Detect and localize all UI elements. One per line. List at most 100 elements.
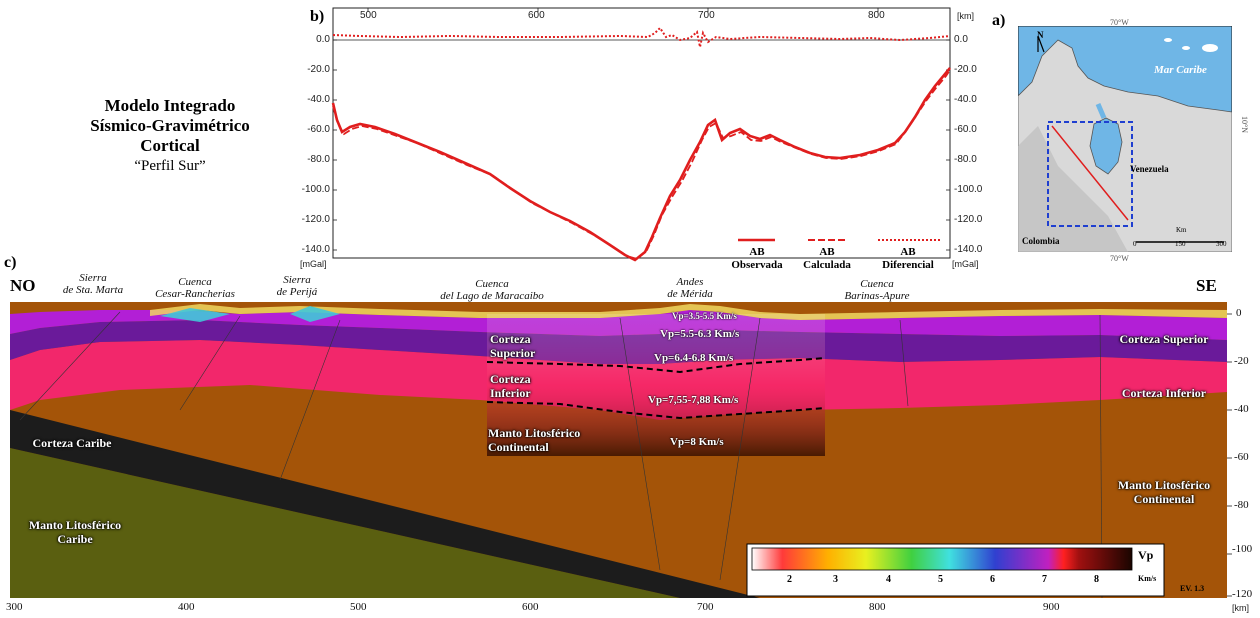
panel-label-c: c) <box>4 254 17 271</box>
place-l1: Sierra <box>79 272 107 284</box>
north-arrow-icon <box>1037 35 1045 53</box>
version-label: EV. 1.3 <box>1180 584 1205 593</box>
sediment-layer <box>150 304 1227 320</box>
depth-tick: -80 <box>1234 499 1249 511</box>
basin-cyan <box>290 306 340 322</box>
moho-dashed <box>486 357 826 374</box>
colorbar-tick: 3 <box>833 574 838 585</box>
grav-right-tick: -140.0 <box>954 244 983 255</box>
map-lon-bottom: 70°W <box>1110 254 1129 263</box>
basin-cyan <box>160 308 230 322</box>
section-x-tick: 500 <box>350 601 367 613</box>
place-sierra-sta-marta: Sierra de Sta. Marta <box>48 272 138 296</box>
label-l2: Continental <box>488 440 549 454</box>
title-block: Modelo Integrado Sísmico-Gravimétrico Co… <box>40 96 300 176</box>
grav-left-tick: 0.0 <box>316 34 330 45</box>
legend-differential-l2: Diferencial <box>882 259 934 271</box>
gravity-frame <box>332 7 951 259</box>
grav-top-unit: [km] <box>957 11 974 21</box>
title-line-2: Sísmico-Gravimétrico <box>90 116 250 135</box>
legend-observed: AB Observada <box>728 246 786 272</box>
vp-label-1: Vp=3.5-5.5 Km/s <box>672 311 737 321</box>
title-line-4: “Perfil Sur” <box>134 158 206 174</box>
place-l1: Cuenca <box>860 278 894 290</box>
grav-left-tick: -100.0 <box>301 184 330 195</box>
grav-right-tick: -60.0 <box>954 124 977 135</box>
map-island <box>1164 38 1172 42</box>
vp-label-5: Vp=8 Km/s <box>670 436 724 448</box>
legend-differential-l1: AB <box>900 246 916 258</box>
colorbar-tick: 5 <box>938 574 943 585</box>
legend-differential: AB Diferencial <box>876 246 940 272</box>
label-corteza-inferior-right: Corteza Inferior <box>1121 386 1207 400</box>
gravity-differential-curve <box>332 26 951 48</box>
place-l1: Cuenca <box>475 278 509 290</box>
place-l2: Barinas-Apure <box>844 290 910 302</box>
gravity-observed-curve <box>331 67 951 262</box>
legend-calculated-l2: Calculada <box>803 259 851 271</box>
location-map <box>1018 26 1232 252</box>
grav-right-unit: [mGal] <box>952 259 979 269</box>
section-x-tick: 900 <box>1043 601 1060 613</box>
map-scale-tick: 300 <box>1216 240 1227 248</box>
label-manto-continental-right: Manto Litosférico Continental <box>1104 478 1224 506</box>
legend-observed-l2: Observada <box>731 259 783 271</box>
panel-label-b: b) <box>310 8 325 25</box>
legend-observed-l1: AB <box>749 246 765 258</box>
vp-label-4: Vp=7,55-7,88 Km/s <box>648 394 739 406</box>
grav-right-tick: -120.0 <box>954 214 983 225</box>
map-profile-line <box>1051 125 1129 221</box>
map-scale-unit: Km <box>1176 226 1187 234</box>
moho-dashed <box>486 401 826 420</box>
section-x-tick: 400 <box>178 601 195 613</box>
map-north-label: N <box>1037 30 1044 40</box>
section-x-tick: 800 <box>869 601 886 613</box>
colorbar-title: Vp <box>1138 548 1154 562</box>
map-lake <box>1089 117 1123 175</box>
place-sierra-perija: Sierra de Perijá <box>262 274 332 298</box>
place-barinas-apure: Cuenca Barinas-Apure <box>822 278 932 302</box>
map-lon-top: 70°W <box>1110 18 1129 27</box>
label-corteza-superior-inset: Corteza Superior <box>490 332 550 360</box>
label-l2: Caribe <box>57 532 93 546</box>
colorbar <box>751 547 1133 571</box>
corner-se: SE <box>1196 276 1217 295</box>
label-l1: Manto Litosférico <box>28 518 122 532</box>
title-line-1: Modelo Integrado <box>104 96 236 115</box>
grav-right-tick: -20.0 <box>954 64 977 75</box>
depth-tick: -20 <box>1234 355 1249 367</box>
map-shade <box>1018 126 1128 252</box>
place-l2: del Lago de Maracaibo <box>440 290 544 302</box>
place-l1: Andes <box>676 276 704 288</box>
label-l1: Manto Litosférico <box>1117 478 1211 492</box>
colorbar-tick: 7 <box>1042 574 1047 585</box>
andes-inset <box>487 314 825 456</box>
place-l2: de Sta. Marta <box>62 284 124 296</box>
map-strait <box>1095 103 1107 119</box>
label-l1: Manto Litosférico <box>488 426 581 440</box>
label-manto-inset: Manto Litosférico Continental <box>488 426 618 454</box>
gravity-calculated-curve <box>332 69 951 261</box>
label-manto-caribe: Manto Litosférico Caribe <box>10 518 140 546</box>
map-venezuela-label: Venezuela <box>1130 164 1169 174</box>
place-l2: Cesar-Rancherias <box>155 288 235 300</box>
vp-label-2: Vp=5.5-6.3 Km/s <box>660 328 740 340</box>
grav-right-tick: -80.0 <box>954 154 977 165</box>
map-colombia-label: Colombia <box>1022 236 1060 246</box>
depth-tick: 0 <box>1236 307 1242 319</box>
label-l1: Corteza <box>490 332 531 346</box>
grav-left-tick: -80.0 <box>307 154 330 165</box>
colorbar-tick: 8 <box>1094 574 1099 585</box>
section-x-unit: [km] <box>1232 603 1249 613</box>
colorbar-unit: Km/s <box>1138 574 1157 583</box>
grav-top-tick: 800 <box>868 10 885 21</box>
place-l2: de Mérida <box>667 288 713 300</box>
colorbar-tick: 2 <box>787 574 792 585</box>
section-x-tick: 600 <box>522 601 539 613</box>
corner-no: NO <box>10 276 36 295</box>
section-x-tick: 700 <box>697 601 714 613</box>
place-lago-maracaibo: Cuenca del Lago de Maracaibo <box>422 278 562 302</box>
grav-left-tick: -20.0 <box>307 64 330 75</box>
